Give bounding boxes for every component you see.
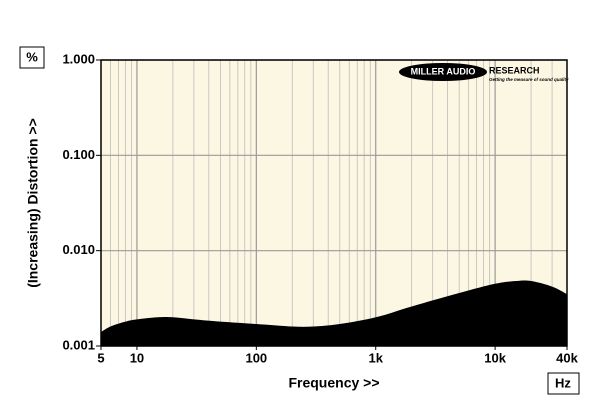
y-unit: %: [26, 49, 38, 64]
plot-frame: [100, 59, 568, 347]
y-axis-title: (Increasing) Distortion >>: [25, 118, 41, 288]
logo: MILLER AUDIO RESEARCH Getting the measur…: [399, 63, 569, 82]
distortion-area: [101, 280, 567, 346]
unit-box: [19, 46, 45, 69]
x-tick-label: 5: [97, 350, 104, 365]
x-tick-label: 1k: [368, 350, 383, 365]
x-axis-title: Frequency >>: [288, 375, 379, 391]
y-tick-label: 0.001: [62, 337, 95, 352]
x-tick-label: 40k: [556, 350, 578, 365]
logo-name2: RESEARCH: [489, 65, 540, 75]
y-tick-label: 1.000: [62, 51, 95, 66]
unit-box: [547, 372, 580, 395]
x-tick-label: 10k: [484, 350, 506, 365]
logo-tagline: Getting the measure of sound quality: [489, 77, 569, 82]
x-unit: Hz: [555, 375, 571, 390]
x-tick-label: 100: [245, 350, 267, 365]
logo-badge: [399, 63, 487, 81]
x-tick-label: 10: [130, 350, 144, 365]
logo-name: MILLER AUDIO: [411, 66, 476, 76]
y-tick-label: 0.010: [62, 242, 95, 257]
y-tick-label: 0.100: [62, 147, 95, 162]
